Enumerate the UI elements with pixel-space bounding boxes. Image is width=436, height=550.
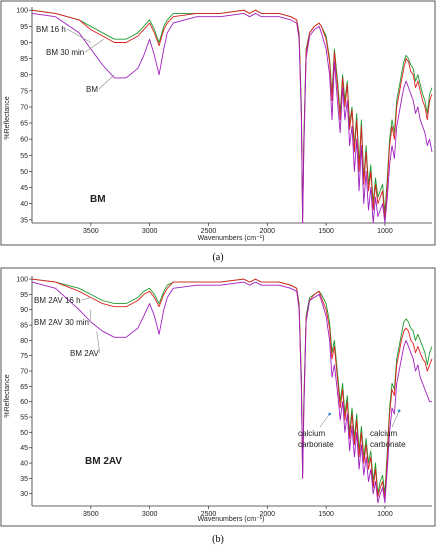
y-tick-label: 30	[20, 491, 28, 498]
series-line-1	[31, 278, 433, 501]
y-tick-label: 85	[20, 56, 28, 63]
y-tick-label: 75	[20, 88, 28, 95]
annotation-leader	[89, 309, 92, 323]
series-line-2	[31, 281, 432, 504]
series-annotation: BM 2AV 16 h	[34, 296, 81, 305]
y-tick-label: 45	[20, 445, 28, 452]
x-tick-label: 2500	[201, 511, 217, 518]
series-annotation: BM 2AV 30 min	[34, 318, 89, 327]
annotation-leader	[98, 74, 115, 90]
y-tick-label: 90	[20, 40, 28, 47]
x-tick-label: 1000	[377, 228, 393, 235]
x-axis-label: Wavenumbers (cm⁻¹)	[198, 516, 265, 523]
chart-frame	[0, 0, 436, 246]
y-tick-label: 55	[20, 415, 28, 422]
series-line-2	[31, 12, 433, 224]
y-tick-label: 75	[20, 353, 28, 360]
y-tick-label: 65	[20, 384, 28, 391]
callout-leader	[319, 413, 330, 428]
y-tick-label: 90	[20, 307, 28, 314]
chart-frame	[0, 267, 436, 527]
y-tick-label: 50	[20, 430, 28, 437]
y-tick-label: 80	[20, 72, 28, 79]
y-tick-label: 100	[16, 8, 28, 15]
x-tick-label: 3500	[83, 511, 99, 518]
annotation-leader	[66, 28, 91, 43]
callout-marker	[328, 412, 332, 416]
panel-label: BM	[90, 194, 106, 205]
x-tick-label: 2000	[260, 511, 276, 518]
series-annotation: BM 2AV	[70, 349, 99, 358]
callout-annotation: calcium carbonate	[298, 429, 334, 449]
x-tick-label: 2000	[260, 228, 276, 235]
series-line-1	[31, 9, 433, 224]
x-tick-label: 1500	[318, 228, 334, 235]
callout-leader	[391, 410, 400, 428]
y-tick-label: 60	[20, 399, 28, 406]
y-tick-label: 85	[20, 323, 28, 330]
y-tick-label: 80	[20, 338, 28, 345]
y-axis-label: %Reflectance	[4, 96, 11, 139]
x-tick-label: 3000	[142, 511, 158, 518]
x-tick-label: 1000	[377, 511, 393, 518]
chart-panel-a: BM Wavenumbers (cm⁻¹) %Reflectance 35 40 4…	[0, 0, 436, 246]
y-tick-label: 50	[20, 169, 28, 176]
x-tick-label: 1500	[318, 511, 334, 518]
y-tick-label: 95	[20, 24, 28, 31]
caption-b: (b)	[212, 534, 224, 545]
y-tick-label: 55	[20, 153, 28, 160]
annotation-leader	[81, 297, 91, 301]
chart-panel-b: BM 2AV Wavenumbers (cm⁻¹) %Reflectance 3…	[0, 267, 436, 527]
x-tick-label: 2500	[201, 228, 217, 235]
x-axis-label: Wavenumbers (cm⁻¹)	[198, 235, 265, 242]
series-annotation: BM 30 min	[46, 48, 84, 57]
caption-a: (a)	[212, 252, 223, 263]
y-tick-label: 45	[20, 185, 28, 192]
series-annotation: BM 16 h	[36, 25, 66, 34]
x-tick-label: 3500	[83, 228, 99, 235]
y-axis-label: %Reflectance	[4, 374, 11, 417]
y-tick-label: 70	[20, 369, 28, 376]
annotation-leader	[85, 38, 104, 53]
callout-marker	[397, 409, 401, 413]
y-tick-label: 100	[16, 277, 28, 284]
y-tick-label: 70	[20, 104, 28, 111]
series-annotation: BM	[86, 85, 98, 94]
y-tick-label: 40	[20, 201, 28, 208]
callout-annotation: calcium carbonate	[370, 429, 406, 449]
y-tick-label: 65	[20, 121, 28, 128]
series-line-0	[31, 278, 433, 495]
y-tick-label: 35	[20, 217, 28, 224]
y-tick-label: 35	[20, 476, 28, 483]
panel-label: BM 2AV	[85, 456, 122, 467]
y-tick-label: 60	[20, 137, 28, 144]
annotation-leader	[96, 331, 101, 354]
x-tick-label: 3000	[142, 228, 158, 235]
y-tick-label: 95	[20, 292, 28, 299]
y-tick-label: 40	[20, 461, 28, 468]
